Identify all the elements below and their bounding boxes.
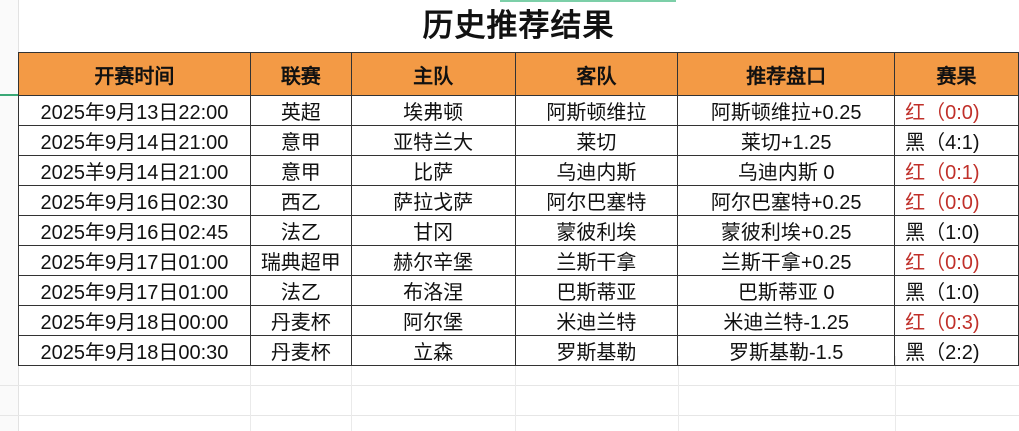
row-selection-indicator bbox=[0, 94, 18, 96]
cell-pick[interactable]: 米迪兰特-1.25 bbox=[677, 305, 896, 336]
cell-result[interactable]: 黑（4:1) bbox=[894, 125, 1019, 156]
cell-home[interactable]: 比萨 bbox=[350, 155, 516, 186]
cell-league[interactable]: 西乙 bbox=[249, 185, 352, 216]
cell-home[interactable]: 立森 bbox=[350, 335, 516, 366]
cell-time[interactable]: 2025年9月17日01:00 bbox=[18, 275, 251, 306]
cell-result[interactable]: 红（0:0) bbox=[894, 95, 1019, 126]
cell-away[interactable]: 米迪兰特 bbox=[514, 305, 679, 336]
cell-home[interactable]: 阿尔堡 bbox=[350, 305, 516, 336]
grid-line bbox=[895, 356, 896, 431]
cell-away[interactable]: 罗斯基勒 bbox=[514, 335, 679, 366]
grid-line bbox=[515, 356, 516, 431]
cell-result[interactable]: 红（0:0) bbox=[894, 245, 1019, 276]
header-result[interactable]: 赛果 bbox=[894, 52, 1019, 96]
table-row: 2025年9月14日21:00 意甲 亚特兰大 莱切 莱切+1.25 黑（4:1) bbox=[18, 125, 1019, 156]
header-league[interactable]: 联赛 bbox=[249, 52, 352, 96]
cell-pick[interactable]: 兰斯干拿+0.25 bbox=[677, 245, 896, 276]
cell-result[interactable]: 红（0:0) bbox=[894, 185, 1019, 216]
cell-time[interactable]: 2025年9月13日22:00 bbox=[18, 95, 251, 126]
cell-pick[interactable]: 罗斯基勒-1.5 bbox=[677, 335, 896, 366]
cell-away[interactable]: 阿斯顿维拉 bbox=[514, 95, 679, 126]
cell-home[interactable]: 甘冈 bbox=[350, 215, 516, 246]
cell-away[interactable]: 兰斯干拿 bbox=[514, 245, 679, 276]
header-home[interactable]: 主队 bbox=[350, 52, 516, 96]
cell-away[interactable]: 蒙彼利埃 bbox=[514, 215, 679, 246]
cell-result[interactable]: 红（0:1) bbox=[894, 155, 1019, 186]
cell-away[interactable]: 莱切 bbox=[514, 125, 679, 156]
cell-pick[interactable]: 蒙彼利埃+0.25 bbox=[677, 215, 896, 246]
cell-away[interactable]: 阿尔巴塞特 bbox=[514, 185, 679, 216]
cell-pick[interactable]: 莱切+1.25 bbox=[677, 125, 896, 156]
cell-home[interactable]: 亚特兰大 bbox=[350, 125, 516, 156]
cell-home[interactable]: 萨拉戈萨 bbox=[350, 185, 516, 216]
header-row: 开赛时间 联赛 主队 客队 推荐盘口 赛果 bbox=[18, 52, 1019, 96]
cell-result[interactable]: 黑（1:0) bbox=[894, 215, 1019, 246]
cell-league[interactable]: 意甲 bbox=[249, 155, 352, 186]
header-pick[interactable]: 推荐盘口 bbox=[677, 52, 896, 96]
cell-away[interactable]: 巴斯蒂亚 bbox=[514, 275, 679, 306]
table-row: 2025年9月17日01:00 法乙 布洛涅 巴斯蒂亚 巴斯蒂亚 0 黑（1:0) bbox=[18, 275, 1019, 306]
cell-league[interactable]: 丹麦杯 bbox=[249, 305, 352, 336]
table-row: 2025年9月18日00:00 丹麦杯 阿尔堡 米迪兰特 米迪兰特-1.25 红（0:3) bbox=[18, 305, 1019, 336]
cell-home[interactable]: 赫尔辛堡 bbox=[350, 245, 516, 276]
grid-line bbox=[678, 356, 679, 431]
table-row: 2025羊9月14日21:00 意甲 比萨 乌迪内斯 乌迪内斯 0 红（0:1) bbox=[18, 155, 1019, 186]
cell-pick[interactable]: 乌迪内斯 0 bbox=[677, 155, 896, 186]
cell-pick[interactable]: 阿尔巴塞特+0.25 bbox=[677, 185, 896, 216]
cell-result[interactable]: 黑（2:2) bbox=[894, 335, 1019, 366]
cell-league[interactable]: 法乙 bbox=[249, 215, 352, 246]
cell-result[interactable]: 红（0:3) bbox=[894, 305, 1019, 336]
header-time[interactable]: 开赛时间 bbox=[18, 52, 251, 96]
grid-line bbox=[0, 385, 1019, 386]
grid-line bbox=[0, 415, 1019, 416]
cell-league[interactable]: 意甲 bbox=[249, 125, 352, 156]
cell-away[interactable]: 乌迪内斯 bbox=[514, 155, 679, 186]
cell-pick[interactable]: 阿斯顿维拉+0.25 bbox=[677, 95, 896, 126]
cell-time[interactable]: 2025年9月18日00:00 bbox=[18, 305, 251, 336]
sheet-title[interactable]: 历史推荐结果 bbox=[422, 8, 615, 43]
column-selection-indicator bbox=[500, 0, 676, 2]
row-header-strip bbox=[0, 0, 19, 431]
grid-line bbox=[351, 356, 352, 431]
cell-time[interactable]: 2025年9月16日02:45 bbox=[18, 215, 251, 246]
table-row: 2025年9月16日02:45 法乙 甘冈 蒙彼利埃 蒙彼利埃+0.25 黑（1:0) bbox=[18, 215, 1019, 246]
results-table: 开赛时间 联赛 主队 客队 推荐盘口 赛果 2025年9月13日22:00 英超埃… bbox=[18, 52, 1019, 366]
cell-time[interactable]: 2025羊9月14日21:00 bbox=[18, 155, 251, 186]
grid-line bbox=[250, 356, 251, 431]
cell-league[interactable]: 法乙 bbox=[249, 275, 352, 306]
table-row: 2025年9月18日00:30 丹麦杯 立森 罗斯基勒 罗斯基勒-1.5 黑（2:2) bbox=[18, 335, 1019, 366]
cell-time[interactable]: 2025年9月16日02:30 bbox=[18, 185, 251, 216]
cell-time[interactable]: 2025年9月14日21:00 bbox=[18, 125, 251, 156]
cell-time[interactable]: 2025年9月18日00:30 bbox=[18, 335, 251, 366]
cell-pick[interactable]: 巴斯蒂亚 0 bbox=[677, 275, 896, 306]
cell-league[interactable]: 英超 bbox=[249, 95, 352, 126]
cell-league[interactable]: 丹麦杯 bbox=[249, 335, 352, 366]
table-row: 2025年9月17日01:00 瑞典超甲 赫尔辛堡 兰斯干拿 兰斯干拿+0.25 红（0:… bbox=[18, 245, 1019, 276]
cell-result[interactable]: 黑（1:0) bbox=[894, 275, 1019, 306]
cell-home[interactable]: 布洛涅 bbox=[350, 275, 516, 306]
header-away[interactable]: 客队 bbox=[514, 52, 679, 96]
cell-home[interactable]: 埃弗顿 bbox=[350, 95, 516, 126]
table-row: 2025年9月16日02:30 西乙 萨拉戈萨 阿尔巴塞特 阿尔巴塞特+0.25 红（0:… bbox=[18, 185, 1019, 216]
cell-league[interactable]: 瑞典超甲 bbox=[249, 245, 352, 276]
table-row: 2025年9月13日22:00 英超 埃弗顿 阿斯顿维拉 阿斯顿维拉+0.25 红（0:0… bbox=[18, 95, 1019, 126]
cell-time[interactable]: 2025年9月17日01:00 bbox=[18, 245, 251, 276]
